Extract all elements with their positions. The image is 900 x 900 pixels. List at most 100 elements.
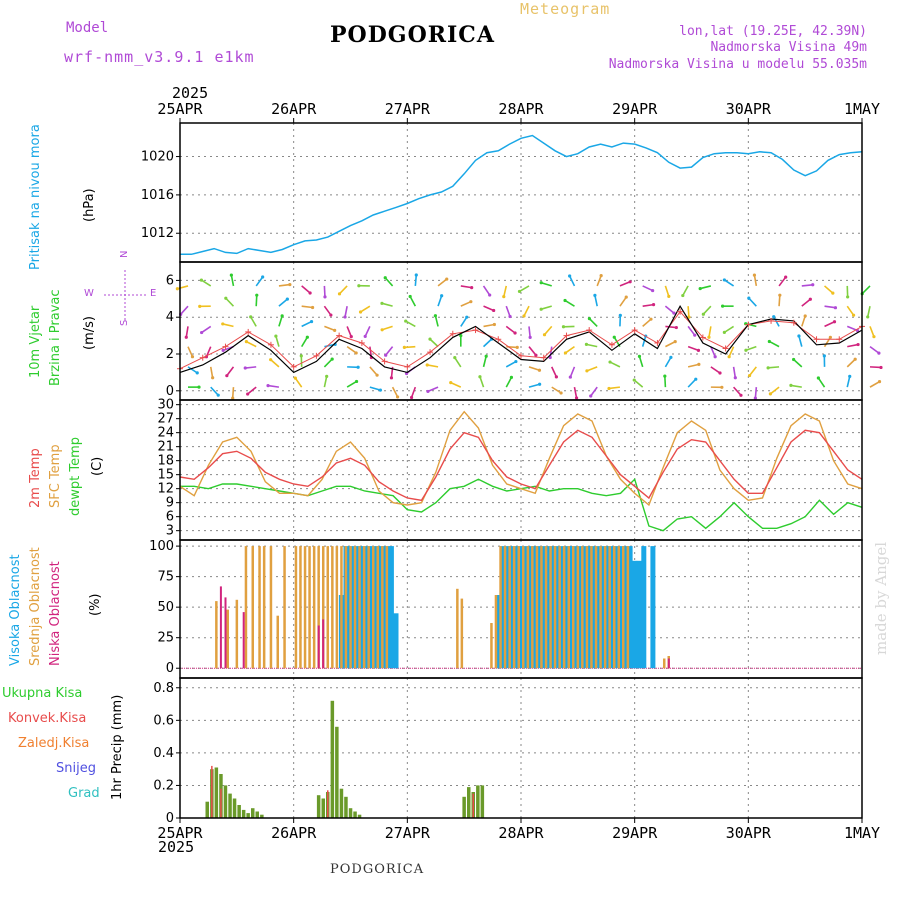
wind-arrow-head [537, 368, 542, 372]
wind-arrow [723, 325, 735, 334]
wind-arrow-head [637, 354, 642, 358]
mid-cloud-bar [572, 546, 575, 669]
wind-arrow-head [789, 383, 793, 387]
wind-arrow-head [266, 383, 270, 388]
convective-rain-bar [211, 765, 213, 818]
wind-arrow [301, 320, 312, 328]
dewpoint-line [180, 477, 863, 532]
wind-arrow [323, 376, 328, 388]
wind-arrow [180, 305, 189, 315]
wind-arrow-head [509, 375, 514, 380]
wind-arrow [381, 325, 393, 331]
wind-arrow-head [697, 362, 701, 367]
wind-arrow [590, 386, 598, 397]
wind-arrow [753, 274, 758, 287]
wind-arrow-head [354, 351, 358, 355]
mid-cloud-bar [344, 546, 348, 669]
wind-arrow-head [389, 376, 394, 380]
model-label: Model [66, 20, 109, 36]
wind-arrow [723, 279, 735, 287]
mid-cloud-bar [308, 546, 311, 669]
high-cloud-bar [623, 546, 629, 669]
wind-arrow-head [563, 351, 568, 355]
wind-arrow-head [811, 283, 815, 287]
precip-ytick-label: 0.2 [153, 778, 174, 793]
wind-arrow [573, 386, 578, 399]
sfc-temp-line [179, 410, 863, 507]
wind-arrow-head [772, 315, 776, 319]
wind-arrow [687, 325, 696, 336]
wind-arrow-head [593, 293, 597, 298]
wind-arrow-head [358, 310, 363, 314]
wind-arrow [540, 281, 552, 287]
wind-arrow-head [408, 294, 412, 299]
wind-arrow [385, 346, 394, 356]
wind-arrow-head [607, 386, 611, 391]
wind-arrow-head [280, 314, 284, 318]
total-rain-bar [316, 795, 321, 818]
wind-arrow-head [329, 313, 333, 317]
high-cloud-bar [636, 560, 642, 669]
wind-arrow-head [330, 357, 334, 361]
mid-cloud-bar [526, 546, 530, 669]
mid-cloud-bar [562, 546, 566, 669]
mid-cloud-bar [581, 546, 584, 669]
wind-arrow [177, 285, 189, 290]
wind-arrow-head [255, 293, 259, 297]
mid-cloud-bar [499, 546, 502, 669]
total-rain-bar [205, 801, 209, 818]
wind-arrow-head [877, 351, 881, 355]
wind-arrow [641, 335, 647, 347]
wind-arrow-head [608, 360, 612, 364]
wind-arrow-head [587, 317, 592, 321]
model-elevation: Nadmorska Visina u modelu 55.035m [608, 57, 867, 72]
temp-ytick-label: 27 [157, 412, 174, 427]
wind-arrow [300, 336, 309, 348]
legend-convective-rain: Konvek.Kisa [8, 711, 87, 726]
convective-rain-bar [327, 790, 329, 818]
total-rain-bar [251, 808, 255, 818]
wind-arrow-head [747, 296, 751, 300]
wind-arrow [642, 285, 653, 292]
wind-arrow [710, 366, 721, 374]
wind-arrow-head [517, 289, 522, 294]
wind-arrow-head [624, 295, 628, 299]
wind-arrow-head [707, 335, 711, 339]
wind-arrow-head [872, 335, 876, 339]
high-cloud-bar [495, 595, 501, 669]
high-cloud-bar [591, 546, 597, 669]
wind-arrow [323, 285, 326, 297]
wind-arrow-head [747, 373, 752, 378]
wind-arrow [710, 346, 716, 358]
wind-arrow [505, 325, 516, 334]
wind-arrow [551, 366, 558, 378]
x-tick-label-bottom: 30APR [726, 824, 772, 842]
wind-arrow [225, 297, 235, 307]
wind-arrow [483, 323, 495, 328]
wind-ytick-label: 2 [166, 347, 174, 362]
wind-arrow-head [274, 334, 278, 338]
precip-ytick-label: 0.4 [153, 746, 174, 761]
temp-ytick-label: 24 [157, 426, 174, 441]
mid-cloud-bar [558, 546, 561, 669]
wind-arrow [846, 305, 855, 316]
wind-dir-west: W [84, 288, 94, 299]
mid-cloud-bar [613, 546, 616, 669]
mid-cloud-bar [617, 546, 620, 669]
total-rain-bar [232, 798, 237, 818]
wind-arrow-head [225, 374, 229, 378]
wind-arrow-head [585, 369, 589, 373]
wind-arrow-head [833, 306, 838, 310]
wind-arrow [391, 386, 399, 398]
mid-cloud-bar [544, 546, 548, 669]
wind-arrow [817, 377, 826, 388]
wind-arrow-head [211, 376, 215, 380]
wind-arrow [226, 366, 235, 377]
panel-frame [179, 261, 863, 401]
low-cloud-bar [219, 586, 222, 669]
wind-arrow-head [200, 330, 204, 335]
wind-dir-east: E [150, 288, 157, 299]
mid-cloud-bar [590, 546, 593, 669]
wind-arrow-head [337, 292, 342, 296]
wind-arrow-head [559, 391, 563, 395]
